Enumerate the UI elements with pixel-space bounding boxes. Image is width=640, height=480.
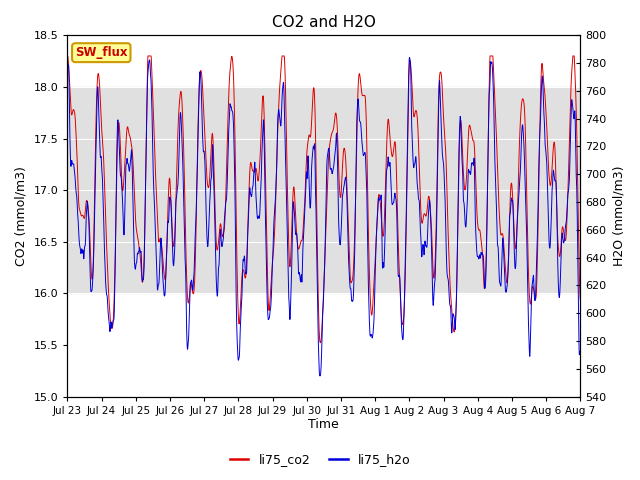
Title: CO2 and H2O: CO2 and H2O bbox=[272, 15, 376, 30]
Bar bbox=[67, 87, 580, 293]
Legend: li75_co2, li75_h2o: li75_co2, li75_h2o bbox=[225, 448, 415, 471]
Y-axis label: H2O (mmol/m3): H2O (mmol/m3) bbox=[612, 166, 625, 266]
Y-axis label: CO2 (mmol/m3): CO2 (mmol/m3) bbox=[15, 166, 28, 266]
Text: SW_flux: SW_flux bbox=[75, 46, 127, 59]
X-axis label: Time: Time bbox=[308, 419, 339, 432]
